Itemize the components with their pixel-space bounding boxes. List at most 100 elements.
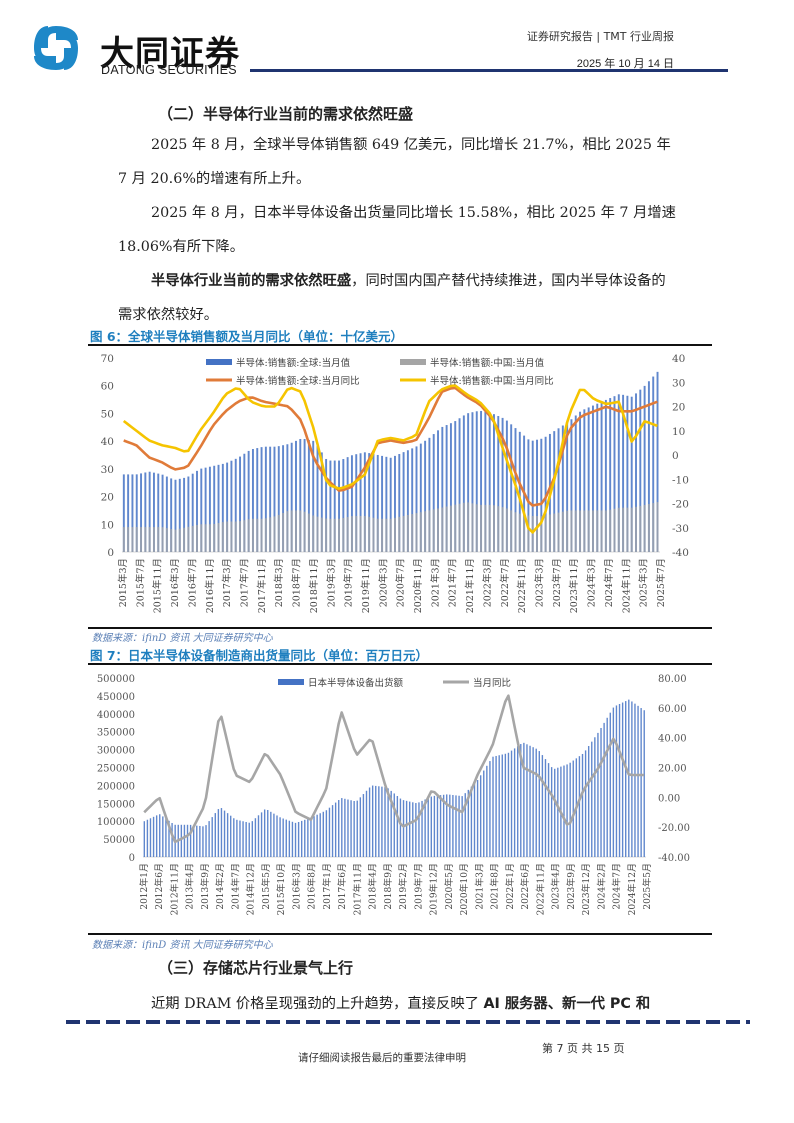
x-tick: 2021年11月 [464, 558, 476, 613]
y-left-tick: 300000 [97, 746, 135, 757]
bar [441, 426, 444, 552]
bar [368, 787, 371, 857]
x-tick: 2014年2月 [214, 863, 226, 910]
x-tick: 2017年11月 [351, 863, 363, 915]
bar [230, 815, 232, 857]
bar [381, 455, 384, 552]
bar [186, 824, 189, 857]
y-left-tick: 50000 [103, 835, 135, 846]
figure-6-title: 图 6：全球半导体销售额及当月同比（单位：十亿美元） [90, 329, 404, 344]
bar [402, 800, 405, 857]
x-tick: 2023年12月 [580, 863, 592, 915]
bar [214, 813, 216, 857]
bar [566, 510, 569, 552]
svg-text:半导体:销售额:全球:当月值: 半导体:销售额:全球:当月值 [236, 357, 351, 369]
bar [547, 763, 550, 857]
x-tick: 2024年7月 [603, 558, 615, 607]
figure-7-title: 图 7：日本半导体设备制造商出货量同比（单位：百万日元） [90, 648, 429, 663]
x-tick: 2016年7月 [186, 558, 198, 607]
x-tick: 2020年10月 [458, 863, 470, 915]
bar [375, 785, 377, 857]
bar [200, 468, 203, 552]
bar [223, 810, 226, 857]
bar [497, 506, 500, 552]
y-right-tick: 40 [672, 353, 685, 365]
bar [304, 819, 306, 857]
bar [127, 527, 130, 552]
bar [387, 788, 389, 857]
bar [394, 517, 396, 552]
bar [419, 512, 422, 552]
bar [467, 502, 470, 552]
bar [316, 814, 318, 857]
bar [316, 516, 319, 552]
bar [385, 518, 388, 552]
bar [346, 517, 349, 552]
bar [514, 428, 517, 552]
bar [277, 514, 280, 552]
x-tick: 2017年7月 [238, 558, 250, 607]
bar [344, 798, 346, 857]
bar [247, 450, 250, 552]
bar [604, 510, 607, 552]
paragraph-dram: 近期 DRAM 价格呈现强劲的上升趋势，直接反映了 AI 服务器、新一代 PC … [118, 987, 678, 1021]
bar [514, 512, 517, 552]
x-tick: 2022年7月 [499, 558, 511, 607]
section-3-body: 近期 DRAM 价格呈现强劲的上升趋势，直接反映了 AI 服务器、新一代 PC … [118, 987, 678, 1021]
bar [609, 398, 612, 552]
bar [583, 409, 586, 552]
bar [441, 507, 444, 552]
bar [148, 471, 151, 552]
header-divider [250, 69, 728, 72]
x-tick: 2024年3月 [586, 558, 598, 607]
bar [338, 460, 340, 552]
bar [316, 445, 319, 552]
bar [140, 527, 143, 552]
y-right-tick: 10 [672, 426, 685, 438]
bar [372, 454, 375, 552]
bar [200, 524, 203, 552]
bar [452, 795, 454, 857]
bar [295, 440, 297, 552]
bar [144, 527, 147, 552]
bar [135, 527, 138, 552]
company-name-cn: 大同证券 [100, 34, 240, 74]
bar [566, 422, 569, 552]
bar [226, 521, 229, 552]
figure-6-chart: 0 10 20 30 40 50 60 70 -40 -30 -20 -10 0 10 20 30 40 2015… [101, 353, 689, 613]
bar [470, 786, 473, 857]
legend-item: 当月同比 [443, 677, 511, 689]
bar [368, 516, 371, 552]
bar [630, 507, 633, 552]
bar [531, 515, 534, 552]
bar [464, 793, 466, 857]
bar [428, 510, 431, 552]
bar [578, 756, 581, 857]
y-left-tick: 450000 [97, 692, 135, 703]
section-2-title: （二）半导体行业当前的需求依然旺盛 [158, 105, 414, 123]
x-tick: 2015年10月 [275, 863, 287, 915]
x-tick: 2020年11月 [412, 558, 424, 613]
bar [507, 752, 510, 857]
bar [424, 440, 427, 552]
legend-item: 半导体:销售额:全球:当月值 [206, 357, 351, 369]
bar [157, 527, 160, 552]
bar [303, 511, 306, 552]
bar [480, 504, 483, 552]
bar [536, 515, 538, 552]
bar [635, 506, 637, 552]
bar [640, 708, 642, 857]
bar [307, 439, 310, 552]
bar [449, 794, 451, 857]
bar [334, 802, 337, 857]
y-right-tick: 20 [672, 402, 685, 414]
x-tick: 2023年11月 [568, 558, 580, 613]
bar [165, 476, 168, 552]
bar [520, 744, 522, 857]
bar [437, 430, 439, 552]
bar [243, 520, 246, 552]
bar [501, 507, 504, 552]
bar [189, 824, 192, 857]
y-left-tick: 0 [129, 853, 135, 864]
bar [168, 820, 170, 857]
